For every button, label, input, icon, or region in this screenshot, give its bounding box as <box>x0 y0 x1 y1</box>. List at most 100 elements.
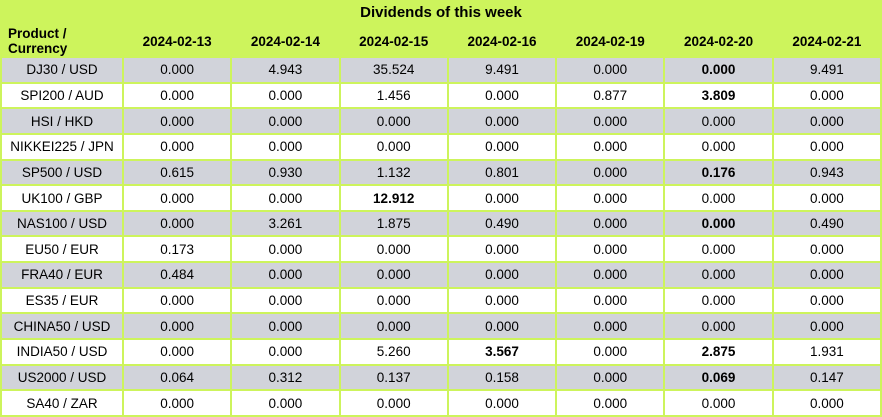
value-cell: 0.000 <box>340 288 447 313</box>
product-cell: SP500 / USD <box>2 160 122 185</box>
value-cell: 0.943 <box>773 160 880 185</box>
value-cell: 0.158 <box>448 365 556 390</box>
value-cell: 0.000 <box>124 134 231 159</box>
value-cell: 0.000 <box>557 314 664 339</box>
value-cell: 0.000 <box>773 237 880 262</box>
value-cell: 0.000 <box>124 109 231 133</box>
value-cell: 0.000 <box>124 340 231 364</box>
value-cell: 0.000 <box>773 314 880 339</box>
value-cell: 0.000 <box>124 211 231 236</box>
value-cell: 0.000 <box>665 109 772 133</box>
value-cell: 0.000 <box>665 58 772 82</box>
value-cell: 0.877 <box>557 83 664 108</box>
table-row: FRA40 / EUR 0.484 0.000 0.000 0.000 0.000 0.0… <box>2 263 880 287</box>
value-cell: 35.524 <box>340 58 447 82</box>
value-cell: 0.000 <box>232 263 339 287</box>
value-cell: 0.000 <box>773 109 880 133</box>
value-cell: 0.000 <box>665 391 772 415</box>
table-row: INDIA50 / USD 0.000 0.000 5.260 3.567 0.000 2… <box>2 340 880 364</box>
table-title: Dividends of this week <box>2 0 880 24</box>
column-header-date: 2024-02-13 <box>124 26 231 56</box>
product-cell: SA40 / ZAR <box>2 391 122 415</box>
column-header-date: 2024-02-21 <box>773 26 880 56</box>
value-cell: 0.000 <box>557 211 664 236</box>
table-header-row: Product / Currency 2024-02-13 2024-02-14 2… <box>2 26 880 56</box>
value-cell: 0.312 <box>232 365 339 390</box>
value-cell: 0.000 <box>232 83 339 108</box>
product-cell: INDIA50 / USD <box>2 340 122 364</box>
value-cell: 0.000 <box>232 391 339 415</box>
value-cell: 0.000 <box>340 134 447 159</box>
product-cell: UK100 / GBP <box>2 186 122 210</box>
value-cell: 0.000 <box>124 186 231 210</box>
value-cell: 0.000 <box>448 186 556 210</box>
value-cell: 0.000 <box>665 288 772 313</box>
column-header-date: 2024-02-19 <box>557 26 664 56</box>
value-cell: 2.875 <box>665 340 772 364</box>
value-cell: 0.000 <box>773 263 880 287</box>
table-row: SPI200 / AUD 0.000 0.000 1.456 0.000 0.877 3.… <box>2 83 880 108</box>
value-cell: 0.000 <box>340 109 447 133</box>
value-cell: 0.000 <box>340 263 447 287</box>
value-cell: 0.801 <box>448 160 556 185</box>
value-cell: 0.000 <box>232 288 339 313</box>
value-cell: 0.000 <box>773 288 880 313</box>
value-cell: 0.147 <box>773 365 880 390</box>
value-cell: 0.000 <box>448 237 556 262</box>
value-cell: 0.064 <box>124 365 231 390</box>
value-cell: 0.000 <box>448 314 556 339</box>
table-row: HSI / HKD 0.000 0.000 0.000 0.000 0.000 0.000… <box>2 109 880 133</box>
value-cell: 0.000 <box>665 134 772 159</box>
value-cell: 0.490 <box>773 211 880 236</box>
value-cell: 4.943 <box>232 58 339 82</box>
value-cell: 0.000 <box>773 186 880 210</box>
value-cell: 3.809 <box>665 83 772 108</box>
value-cell: 0.000 <box>557 288 664 313</box>
value-cell: 0.137 <box>340 365 447 390</box>
value-cell: 0.000 <box>124 288 231 313</box>
value-cell: 0.615 <box>124 160 231 185</box>
value-cell: 0.000 <box>124 391 231 415</box>
value-cell: 0.000 <box>773 83 880 108</box>
value-cell: 0.000 <box>340 314 447 339</box>
value-cell: 0.930 <box>232 160 339 185</box>
value-cell: 0.000 <box>557 160 664 185</box>
table-row: UK100 / GBP 0.000 0.000 12.912 0.000 0.000 0.… <box>2 186 880 210</box>
value-cell: 3.261 <box>232 211 339 236</box>
value-cell: 0.000 <box>557 186 664 210</box>
value-cell: 0.000 <box>557 391 664 415</box>
product-cell: CHINA50 / USD <box>2 314 122 339</box>
value-cell: 3.567 <box>448 340 556 364</box>
product-cell: SPI200 / AUD <box>2 83 122 108</box>
column-header-date: 2024-02-20 <box>665 26 772 56</box>
value-cell: 0.000 <box>448 391 556 415</box>
value-cell: 0.000 <box>557 365 664 390</box>
value-cell: 0.000 <box>773 134 880 159</box>
value-cell: 1.132 <box>340 160 447 185</box>
value-cell: 0.000 <box>340 391 447 415</box>
value-cell: 0.000 <box>340 237 447 262</box>
table-row: CHINA50 / USD 0.000 0.000 0.000 0.000 0.000 0… <box>2 314 880 339</box>
table-row: SP500 / USD 0.615 0.930 1.132 0.801 0.000 0.1… <box>2 160 880 185</box>
product-cell: ES35 / EUR <box>2 288 122 313</box>
column-header-product: Product / Currency <box>2 26 122 56</box>
value-cell: 9.491 <box>773 58 880 82</box>
value-cell: 0.000 <box>557 340 664 364</box>
value-cell: 0.000 <box>124 314 231 339</box>
value-cell: 0.000 <box>557 58 664 82</box>
value-cell: 0.069 <box>665 365 772 390</box>
value-cell: 0.000 <box>665 186 772 210</box>
value-cell: 0.000 <box>232 186 339 210</box>
table-row: ES35 / EUR 0.000 0.000 0.000 0.000 0.000 0.00… <box>2 288 880 313</box>
value-cell: 0.000 <box>665 211 772 236</box>
product-cell: US2000 / USD <box>2 365 122 390</box>
value-cell: 0.000 <box>557 109 664 133</box>
product-cell: NAS100 / USD <box>2 211 122 236</box>
value-cell: 0.000 <box>448 263 556 287</box>
value-cell: 0.000 <box>665 237 772 262</box>
column-header-date: 2024-02-15 <box>340 26 447 56</box>
value-cell: 0.000 <box>557 134 664 159</box>
product-cell: EU50 / EUR <box>2 237 122 262</box>
product-cell: NIKKEI225 / JPN <box>2 134 122 159</box>
value-cell: 5.260 <box>340 340 447 364</box>
